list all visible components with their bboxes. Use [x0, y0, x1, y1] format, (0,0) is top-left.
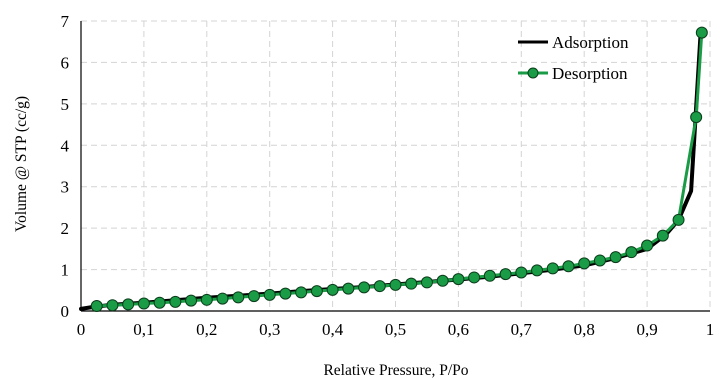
y-tick-label: 6 [61, 53, 70, 72]
legend: Adsorption Desorption [518, 33, 629, 83]
x-tick-label: 0,4 [322, 320, 344, 339]
desorption-point [452, 273, 465, 286]
legend-desorption-marker [527, 67, 539, 79]
x-tick-label: 0,5 [385, 320, 406, 339]
axes [80, 21, 710, 312]
x-tick-label: 0,3 [259, 320, 280, 339]
desorption-point [358, 281, 371, 294]
desorption-point [483, 269, 496, 282]
desorption-point [389, 278, 402, 291]
desorption-point [546, 262, 559, 275]
desorption-point [531, 264, 544, 277]
x-tick-label: 0,7 [511, 320, 533, 339]
series-layer [79, 26, 708, 313]
desorption-point [405, 277, 418, 290]
desorption-point [468, 271, 481, 284]
desorption-point [263, 288, 276, 301]
desorption-point [185, 294, 198, 307]
desorption-point [373, 280, 386, 293]
y-tick-label: 1 [61, 261, 70, 280]
desorption-point [247, 290, 260, 303]
desorption-point [609, 251, 622, 264]
x-tick-label: 0 [77, 320, 86, 339]
desorption-point [641, 239, 654, 252]
desorption-point [625, 246, 638, 259]
desorption-point [593, 254, 606, 267]
desorption-point [562, 260, 575, 273]
y-tick-label: 7 [61, 12, 70, 31]
desorption-point [122, 298, 135, 311]
legend-adsorption-label: Adsorption [552, 33, 629, 52]
desorption-point [690, 111, 703, 124]
y-tick-label: 3 [61, 178, 70, 197]
desorption-point [342, 282, 355, 295]
desorption-point [232, 291, 245, 304]
desorption-point [216, 292, 229, 305]
x-tick-label: 0,1 [133, 320, 154, 339]
desorption-point [695, 26, 708, 39]
desorption-point [656, 229, 669, 242]
x-tick-label: 1 [706, 320, 715, 339]
series-desorption [90, 26, 708, 313]
x-tick-label: 0,8 [574, 320, 595, 339]
desorption-point [672, 213, 685, 226]
x-axis-title: Relative Pressure, P/Po [323, 362, 468, 379]
desorption-point [326, 283, 339, 296]
desorption-point [295, 286, 308, 299]
y-tick-label: 2 [61, 219, 70, 238]
y-tick-label: 4 [61, 136, 70, 155]
x-tick-label: 0,6 [448, 320, 469, 339]
desorption-point [499, 268, 512, 281]
desorption-point [420, 276, 433, 289]
desorption-point [90, 300, 103, 313]
desorption-point [169, 295, 182, 308]
y-tick-label: 5 [61, 95, 70, 114]
tick-labels: 0 0,1 0,2 0,3 0,4 0,5 0,6 0,7 0,8 0,9 1 0 1 2 3 4 5 6 7 [61, 12, 715, 339]
desorption-point [436, 274, 449, 287]
desorption-line [95, 31, 704, 308]
desorption-point [310, 285, 323, 298]
desorption-point [515, 266, 528, 279]
x-tick-label: 0,9 [636, 320, 657, 339]
desorption-point [200, 293, 213, 306]
legend-desorption-label: Desorption [552, 64, 628, 83]
x-tick-label: 0,2 [196, 320, 217, 339]
desorption-point [578, 257, 591, 270]
desorption-point [153, 296, 166, 309]
desorption-point [137, 297, 150, 310]
y-tick-label: 0 [61, 302, 70, 321]
desorption-point [279, 287, 292, 300]
y-axis-title: Volume @ STP (cc/g) [13, 96, 30, 232]
desorption-point [106, 299, 119, 312]
